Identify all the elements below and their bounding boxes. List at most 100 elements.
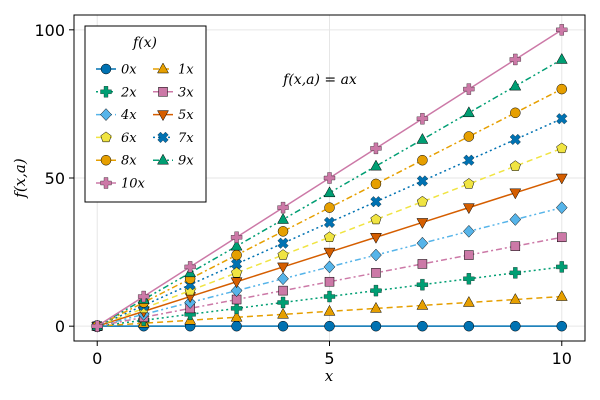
- data-point-1x: [509, 292, 522, 304]
- legend-entry-9x: 9x: [153, 153, 194, 169]
- legend-marker: [100, 86, 112, 98]
- y-axis-label: f(x,a): [11, 158, 29, 199]
- series-line-2x: [97, 266, 562, 327]
- legend-label: 10x: [121, 177, 146, 192]
- legend-entry-4x: 4x: [96, 108, 137, 123]
- data-point-7x-shape: [277, 237, 289, 249]
- data-point-1x: [370, 301, 382, 313]
- data-point-2x: [556, 261, 568, 273]
- data-point-5x: [277, 262, 289, 274]
- data-point-6x: [556, 142, 568, 154]
- x-tick-label: 0: [92, 349, 102, 368]
- data-point-3x: [464, 250, 474, 260]
- legend-label: 4x: [120, 108, 137, 123]
- x-tick-label: 5: [324, 349, 334, 368]
- data-point-7x-shape: [370, 196, 382, 208]
- data-point-8x: [510, 107, 521, 119]
- data-point-2x: [323, 290, 336, 303]
- y-tick-label: 50: [45, 169, 65, 188]
- legend: f(x) 0x 1x 2x 3x 4x 5x 6x 7x 8x 9x 10x: [84, 25, 207, 203]
- data-point-10x: [509, 53, 521, 66]
- legend-entry-5x: 5x: [153, 108, 194, 123]
- data-point-4x: [509, 213, 522, 226]
- data-point-4x: [416, 236, 429, 250]
- data-point-7x: [463, 154, 475, 166]
- data-point-0x: [417, 320, 428, 332]
- data-point-4x: [555, 201, 568, 215]
- legend-label: 5x: [178, 108, 194, 123]
- data-point-5x: [230, 277, 243, 289]
- data-point-9x: [230, 239, 243, 251]
- legend-marker: [157, 153, 169, 165]
- series-10x: [91, 24, 568, 332]
- data-point-8x: [370, 178, 382, 190]
- data-point-9x: [555, 52, 568, 64]
- data-point-3x: [278, 285, 288, 296]
- data-point-10x: [91, 320, 103, 332]
- data-point-3x: [510, 241, 521, 251]
- data-point-1x: [462, 295, 475, 307]
- legend-marker: [100, 108, 112, 121]
- legend-label: 6x: [121, 131, 137, 146]
- data-point-8x: [324, 202, 335, 213]
- data-point-0x: [231, 320, 242, 332]
- data-point-6x: [509, 160, 521, 171]
- series-line-3x: [97, 236, 562, 327]
- formula-annotation: f(x,a) = ax: [282, 72, 357, 88]
- legend-marker: [157, 131, 169, 143]
- data-point-10x: [138, 290, 150, 303]
- data-point-4x: [230, 284, 243, 297]
- data-point-0x: [324, 320, 335, 332]
- data-point-10x: [416, 113, 429, 125]
- data-point-7x: [556, 113, 568, 125]
- data-point-4x: [463, 224, 475, 238]
- legend-label: 7x: [178, 131, 194, 146]
- data-point-1x: [323, 304, 336, 316]
- data-point-1x: [555, 290, 568, 301]
- data-point-1x: [277, 307, 289, 319]
- data-point-2x: [277, 296, 289, 309]
- legend-marker: [158, 87, 168, 97]
- legend-label: 1x: [178, 63, 194, 78]
- data-point-7x: [277, 237, 289, 249]
- data-point-2x: [230, 302, 243, 315]
- data-point-8x: [277, 226, 289, 237]
- data-point-7x: [323, 216, 336, 228]
- x-axis-label: x: [325, 367, 334, 385]
- data-point-6x: [277, 249, 289, 260]
- data-point-7x: [509, 133, 521, 145]
- legend-marker: [157, 110, 169, 122]
- data-point-8x: [231, 249, 242, 261]
- y-tick-label: 0: [55, 317, 65, 336]
- legend-label: 0x: [121, 63, 137, 78]
- data-point-4x: [323, 260, 336, 274]
- data-point-5x: [370, 233, 382, 244]
- data-point-10x: [277, 201, 289, 214]
- legend-marker: [100, 63, 112, 75]
- data-point-8x: [463, 131, 475, 142]
- data-point-10x: [463, 83, 475, 95]
- data-point-7x-shape: [416, 175, 428, 187]
- data-point-9x: [277, 212, 289, 224]
- legend-entry-1x: 1x: [153, 62, 194, 78]
- series-group: [91, 24, 568, 333]
- data-point-2x: [416, 279, 429, 291]
- legend-entry-3x: 3x: [153, 85, 194, 100]
- legend-marker: [100, 154, 112, 166]
- legend-marker: [157, 62, 169, 74]
- legend-entry-6x: 6x: [96, 131, 137, 146]
- data-point-7x-shape: [509, 133, 521, 145]
- data-point-3x: [324, 276, 335, 287]
- data-point-6x: [323, 231, 336, 242]
- data-point-7x-shape: [463, 154, 475, 166]
- legend-entry-0x: 0x: [96, 63, 137, 78]
- legend-marker: [100, 177, 112, 189]
- legend-marker-shape: [157, 131, 169, 143]
- data-point-9x: [509, 79, 522, 91]
- data-point-5x: [555, 173, 568, 185]
- data-point-0x: [370, 320, 382, 332]
- data-point-0x: [556, 320, 568, 332]
- series-0x: [91, 320, 568, 332]
